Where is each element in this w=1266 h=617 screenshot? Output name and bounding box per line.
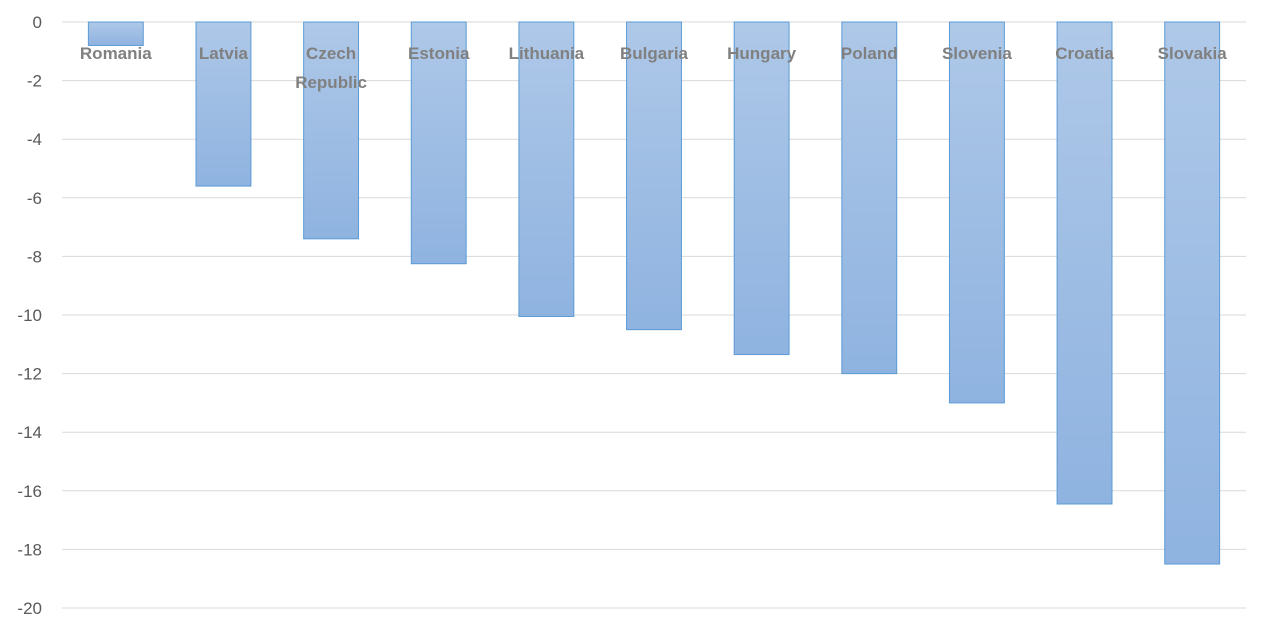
y-tick-label: -8	[27, 247, 42, 266]
category-label: Romania	[80, 44, 152, 63]
y-tick-label: 0	[33, 13, 42, 32]
category-label: Latvia	[199, 44, 249, 63]
y-tick-label: -20	[17, 599, 42, 617]
y-tick-label: -2	[27, 72, 42, 91]
category-label: Bulgaria	[620, 44, 689, 63]
bar	[410, 21, 467, 265]
bar	[841, 21, 898, 375]
category-label: Croatia	[1055, 44, 1114, 63]
y-tick-label: -10	[17, 306, 42, 325]
y-tick-label: -18	[17, 540, 42, 559]
category-labels: Romania Latvia Czech Republic Estonia Lithuan…	[80, 44, 1227, 92]
bar	[733, 21, 790, 356]
bar	[195, 21, 252, 187]
category-label: Poland	[841, 44, 898, 63]
category-label: Estonia	[408, 44, 470, 63]
bar	[1164, 21, 1221, 565]
y-tick-label: -12	[17, 365, 42, 384]
bar	[626, 21, 682, 331]
y-tick-label: -14	[17, 423, 42, 442]
bar	[87, 21, 144, 46]
category-label: Hungary	[727, 44, 797, 63]
y-tick-label: -16	[17, 482, 42, 501]
bar	[948, 21, 1005, 404]
bar	[303, 21, 360, 240]
category-label: Czech Republic	[295, 44, 367, 92]
category-label: Slovenia	[942, 44, 1012, 63]
category-label: Lithuania	[509, 44, 585, 63]
y-tick-label: -6	[27, 189, 42, 208]
y-axis-tick-labels: 0 -2 -4 -6 -8 -10 -12 -14 -16 -18 -20	[17, 13, 42, 617]
bars	[87, 21, 1221, 565]
y-tick-label: -4	[27, 130, 42, 149]
bar	[518, 21, 575, 317]
category-label: Slovakia	[1158, 44, 1228, 63]
bar	[1056, 21, 1113, 505]
